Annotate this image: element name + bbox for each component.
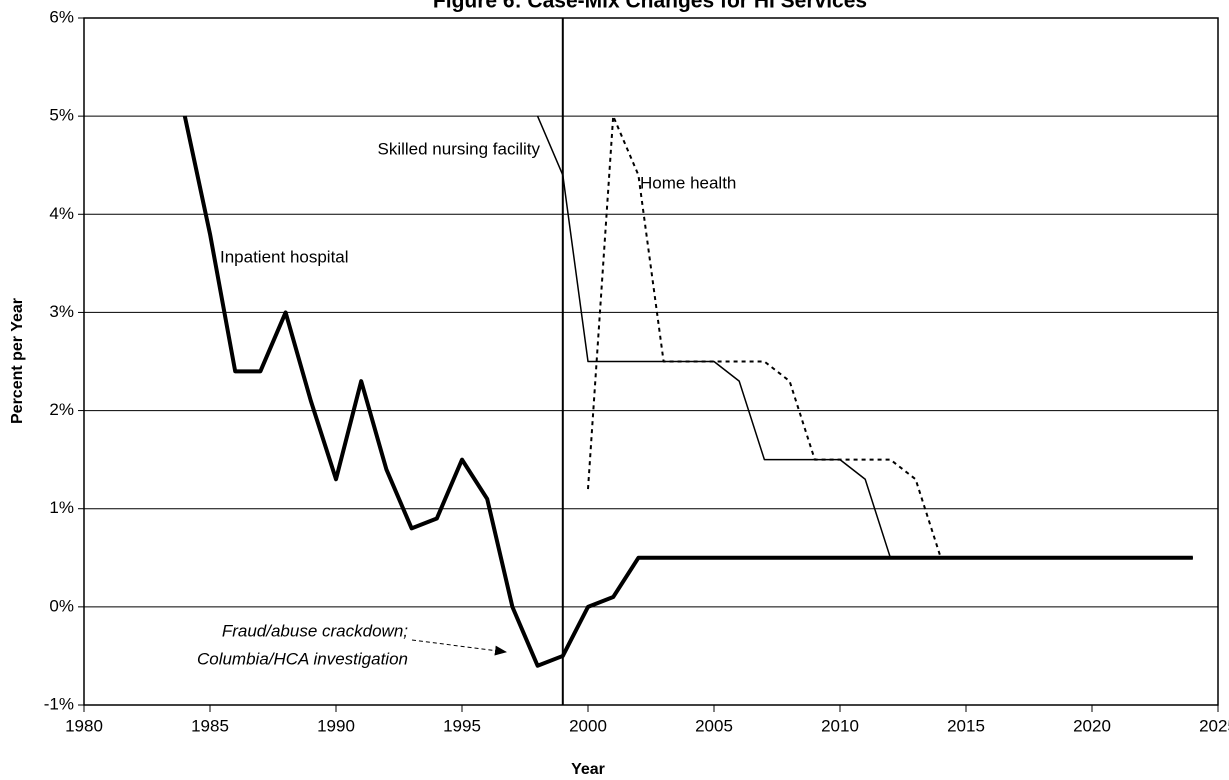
x-tick-label: 2015 bbox=[947, 716, 985, 735]
plot-frame bbox=[83, 17, 1219, 706]
x-tick-label: 1980 bbox=[65, 716, 103, 735]
y-tick-label: 4% bbox=[49, 204, 74, 223]
series-label: Skilled nursing facility bbox=[377, 139, 540, 158]
series-line bbox=[182, 115, 1193, 668]
x-tick-label: 2005 bbox=[695, 716, 733, 735]
x-tick-label: 2000 bbox=[569, 716, 607, 735]
y-tick-label: -1% bbox=[44, 694, 74, 713]
annotation: Fraud/abuse crackdown; bbox=[222, 621, 408, 640]
series-line bbox=[536, 115, 1193, 559]
y-tick-label: 5% bbox=[49, 106, 74, 125]
y-tick-label: 1% bbox=[49, 498, 74, 517]
x-tick-label: 1995 bbox=[443, 716, 481, 735]
x-tick-label: 1985 bbox=[191, 716, 229, 735]
y-tick-label: 3% bbox=[49, 302, 74, 321]
series-label: Inpatient hospital bbox=[220, 247, 349, 266]
y-tick-label: 2% bbox=[49, 400, 74, 419]
y-tick-label: 0% bbox=[49, 596, 74, 615]
x-tick-label: 2010 bbox=[821, 716, 859, 735]
chart-title: Figure 6: Case-Mix Changes for HI Servic… bbox=[433, 0, 867, 13]
annotation: Columbia/HCA investigation bbox=[197, 649, 408, 668]
x-axis-title: Year bbox=[571, 761, 605, 778]
series-line bbox=[587, 115, 1193, 559]
series-label: Home health bbox=[640, 173, 736, 192]
y-axis-title: Percent per Year bbox=[9, 298, 26, 424]
x-tick-label: 2020 bbox=[1073, 716, 1111, 735]
x-tick-label: 1990 bbox=[317, 716, 355, 735]
y-tick-label: 6% bbox=[49, 7, 74, 26]
annotation-arrow bbox=[411, 639, 507, 656]
x-tick-label: 2025 bbox=[1199, 716, 1229, 735]
